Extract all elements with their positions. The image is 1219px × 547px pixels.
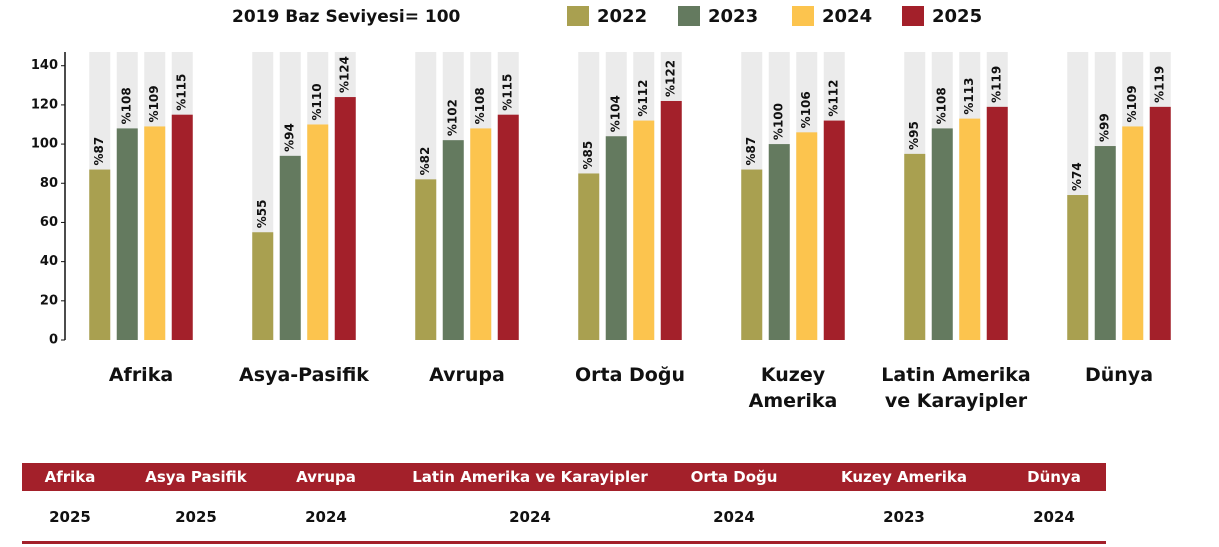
value-label: %95 xyxy=(907,121,921,150)
chart-subtitle: 2019 Baz Seviyesi= 100 xyxy=(232,7,461,27)
bar xyxy=(1067,195,1089,340)
value-label: %55 xyxy=(255,200,269,229)
bar xyxy=(252,232,274,340)
bar xyxy=(741,169,763,340)
table-header-cell: Latin Amerika ve Karayipler xyxy=(412,468,648,486)
value-label: %82 xyxy=(418,147,432,176)
bar xyxy=(89,169,111,340)
bar xyxy=(279,155,301,340)
y-tick-label: 100 xyxy=(31,137,58,152)
bar xyxy=(605,136,627,340)
y-tick-label: 80 xyxy=(40,176,58,191)
value-label: %108 xyxy=(473,87,487,124)
value-label: %110 xyxy=(310,83,324,120)
bar xyxy=(1149,106,1171,340)
y-tick-label: 140 xyxy=(31,58,58,73)
legend-swatch xyxy=(567,6,589,26)
bar xyxy=(415,179,437,340)
legend-swatch xyxy=(902,6,924,26)
table-header-band xyxy=(22,463,1106,491)
table-bottom-rule xyxy=(22,541,1106,544)
bar xyxy=(1094,146,1116,340)
value-label: %112 xyxy=(827,79,841,116)
bar xyxy=(959,118,981,340)
value-label: %113 xyxy=(962,78,976,115)
value-label: %106 xyxy=(799,91,813,128)
legend-label: 2025 xyxy=(932,6,982,27)
legend-label: 2022 xyxy=(597,6,647,27)
x-tick-label: Kuzey Amerika xyxy=(748,364,838,412)
bar xyxy=(660,100,682,341)
legend-label: 2024 xyxy=(822,6,872,27)
value-label: %109 xyxy=(1125,85,1139,122)
table-cell: 2023 xyxy=(883,508,925,526)
value-label: %94 xyxy=(283,123,297,152)
legend-swatch xyxy=(792,6,814,26)
value-label: %100 xyxy=(772,103,786,140)
table-cell: 2024 xyxy=(1033,508,1075,526)
bar xyxy=(497,114,519,340)
y-tick-label: 0 xyxy=(49,333,58,348)
table-header-cell: Avrupa xyxy=(296,468,356,486)
table-header-cell: Asya Pasifik xyxy=(145,468,247,486)
value-label: %119 xyxy=(1153,66,1167,103)
bar xyxy=(578,173,600,340)
bar xyxy=(442,140,464,340)
value-label: %74 xyxy=(1070,162,1084,191)
bar xyxy=(334,97,356,341)
y-tick-label: 60 xyxy=(40,215,58,230)
x-tick-label: Afrika xyxy=(108,364,174,386)
table-header-cell: Orta Doğu xyxy=(690,468,778,486)
table-cell: 2024 xyxy=(509,508,551,526)
bar xyxy=(1122,126,1144,341)
value-label: %124 xyxy=(338,56,352,93)
bar xyxy=(823,120,845,340)
bar xyxy=(144,126,166,341)
value-label: %102 xyxy=(446,99,460,136)
bar xyxy=(633,120,655,340)
legend-swatch xyxy=(678,6,700,26)
x-tick-label: Dünya xyxy=(1084,364,1154,386)
x-tick-label: Latin Amerika ve Karayipler xyxy=(881,364,1031,412)
value-label: %119 xyxy=(990,66,1004,103)
table-header-cell: Kuzey Amerika xyxy=(841,468,967,486)
table-cell: 2024 xyxy=(713,508,755,526)
bar xyxy=(986,106,1008,340)
legend-label: 2023 xyxy=(708,6,758,27)
value-label: %87 xyxy=(92,137,106,166)
y-tick-label: 40 xyxy=(40,254,58,269)
bar xyxy=(931,128,953,340)
value-label: %104 xyxy=(609,95,623,132)
value-label: %122 xyxy=(664,60,678,97)
x-tick-label: Asya-Pasifik xyxy=(239,364,369,386)
x-tick-label: Orta Doğu xyxy=(575,364,685,386)
table-cell: 2025 xyxy=(49,508,91,526)
value-label: %87 xyxy=(744,137,758,166)
bar xyxy=(116,128,138,340)
value-label: %115 xyxy=(175,74,189,111)
table-header-cell: Dünya xyxy=(1027,468,1081,486)
value-label: %85 xyxy=(581,141,595,170)
bar xyxy=(307,124,329,340)
bar xyxy=(768,144,790,340)
value-label: %109 xyxy=(147,85,161,122)
value-label: %112 xyxy=(636,79,650,116)
table-cell: 2025 xyxy=(175,508,217,526)
table-cell: 2024 xyxy=(305,508,347,526)
bar xyxy=(904,153,926,340)
bar xyxy=(171,114,193,340)
bar xyxy=(796,132,818,340)
y-tick-label: 120 xyxy=(31,97,58,112)
value-label: %99 xyxy=(1098,113,1112,142)
table-header-cell: Afrika xyxy=(44,468,96,486)
value-label: %108 xyxy=(935,87,949,124)
value-label: %115 xyxy=(501,74,515,111)
bar xyxy=(470,128,492,340)
value-label: %108 xyxy=(120,87,134,124)
x-tick-label: Avrupa xyxy=(429,364,505,386)
y-tick-label: 20 xyxy=(40,293,58,308)
